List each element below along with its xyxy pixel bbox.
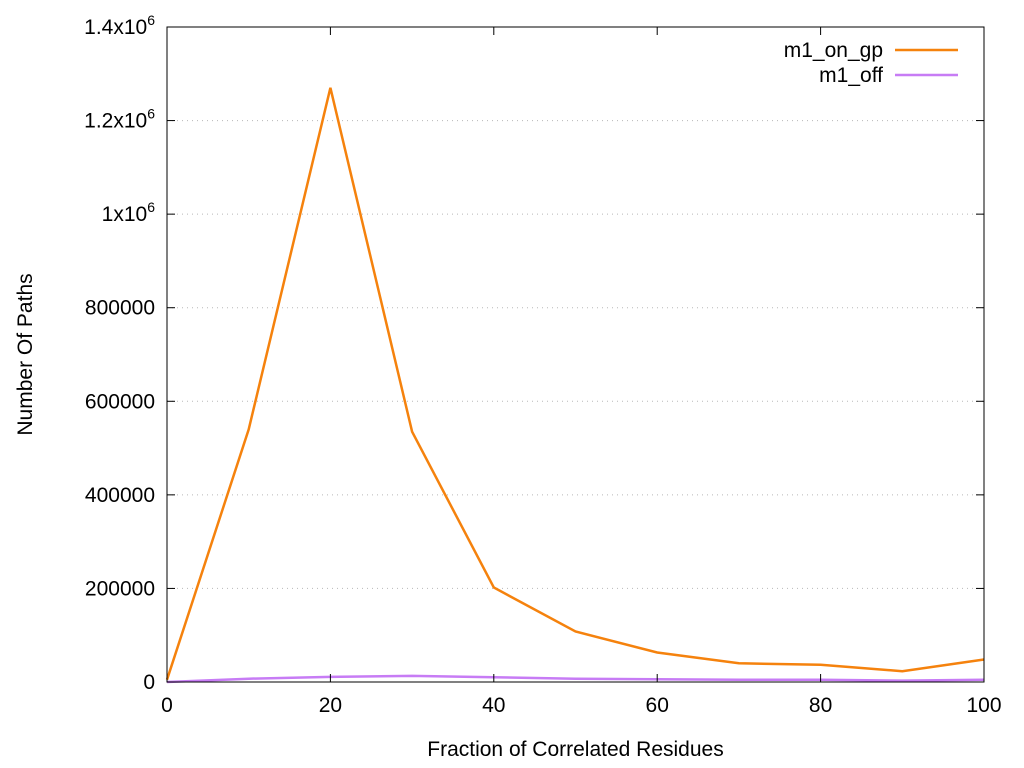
y-tick-label: 0 (143, 671, 155, 694)
y-tick-label: 600000 (85, 390, 155, 413)
x-axis-label: Fraction of Correlated Residues (427, 738, 723, 761)
legend-label: m1_on_gp (784, 39, 883, 62)
y-tick-label: 1.2x106 (84, 106, 155, 133)
series-line-m1_off (166, 674, 985, 684)
y-tick-label: 1.4x106 (84, 12, 155, 39)
x-tick-label: 60 (646, 694, 669, 717)
y-tick-label: 800000 (85, 297, 155, 320)
y-tick-label: 1x106 (102, 199, 156, 226)
x-tick-label: 0 (161, 694, 173, 717)
x-tick-label: 20 (319, 694, 342, 717)
x-tick-label: 100 (966, 694, 1001, 717)
x-tick-label: 40 (482, 694, 505, 717)
legend-label: m1_off (819, 64, 883, 87)
axis-ticks (166, 26, 985, 683)
series-lines (165, 87, 985, 684)
series-line-m1_on_gp (165, 87, 985, 681)
x-tick-labels: 0 20 40 60 80 100 (161, 694, 1001, 717)
x-tick-label: 80 (809, 694, 832, 717)
y-tick-label: 200000 (85, 577, 155, 600)
grid-lines (167, 120, 984, 589)
y-tick-label: 400000 (85, 484, 155, 507)
plot-frame (166, 26, 985, 683)
y-axis-label: Number Of Paths (14, 273, 37, 435)
y-tick-labels: 0 200000 400000 600000 800000 1x106 1.2x106 1.4… (84, 12, 155, 694)
